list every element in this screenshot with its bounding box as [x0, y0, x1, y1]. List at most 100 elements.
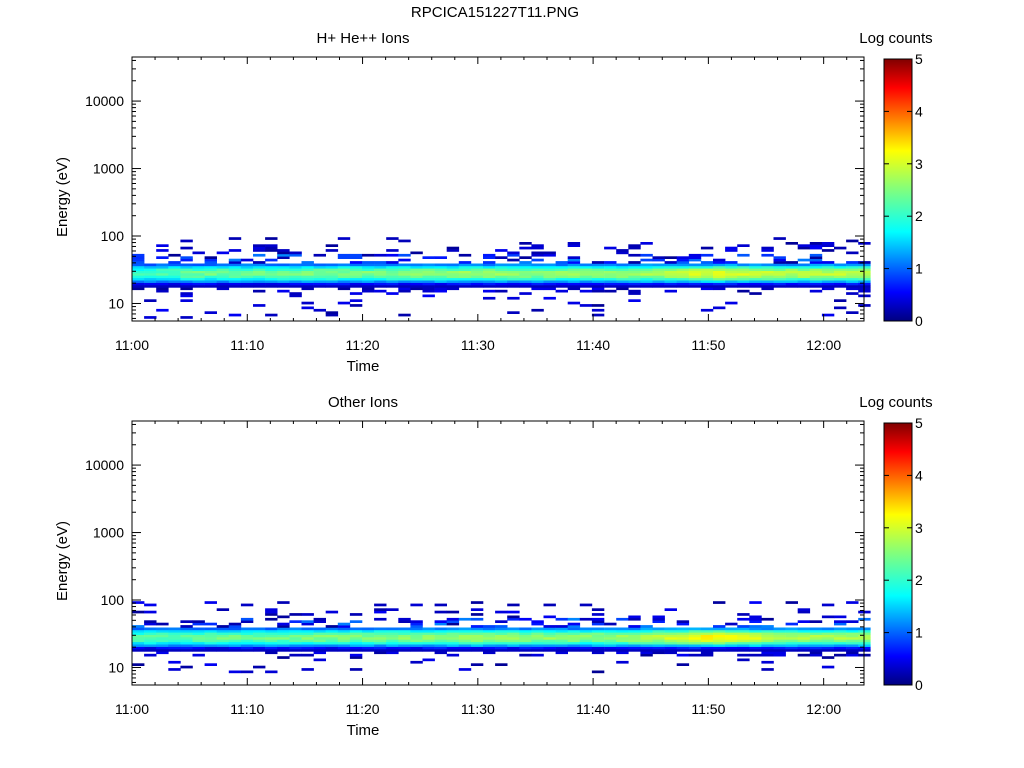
spectrogram-cell — [132, 634, 145, 638]
spectrogram-cell — [337, 268, 351, 271]
spectrogram-cell — [374, 632, 387, 635]
spectrogram-cell — [555, 273, 568, 276]
spectrogram-cell — [349, 620, 363, 623]
spectrogram-cell — [628, 625, 641, 628]
spectrogram-cell — [132, 637, 145, 640]
spectrogram-cell — [519, 637, 532, 640]
spectrogram-cell — [773, 639, 786, 643]
spectrogram-cell — [834, 246, 847, 250]
spectrogram-cell — [809, 634, 823, 638]
spectrogram-cell — [821, 273, 835, 276]
spectrogram-cell — [700, 253, 714, 257]
spectrogram-cell — [713, 280, 726, 283]
spectrogram-cell — [749, 637, 762, 640]
spectrogram-cell — [422, 275, 435, 279]
spectrogram-cell — [422, 294, 435, 298]
spectrogram-cell — [604, 270, 617, 274]
spectrogram-cell — [519, 273, 532, 276]
spectrogram-cell — [785, 270, 798, 274]
spectrogram-cell — [652, 651, 665, 655]
spectrogram-cell — [495, 649, 508, 652]
spectrogram-cell — [846, 263, 859, 267]
spectrogram-cell — [253, 249, 266, 252]
spectrogram-cell — [664, 646, 677, 650]
spectrogram-cell — [628, 637, 641, 640]
spectrogram-cell — [144, 270, 157, 274]
spectrogram-cell — [543, 646, 556, 650]
spectrogram-cell — [676, 632, 690, 635]
spectrogram-cell — [168, 639, 181, 643]
spectrogram-cell — [446, 277, 460, 281]
spectrogram-cell — [398, 649, 411, 652]
spectrogram-cell — [349, 263, 363, 267]
spectrogram-cell — [289, 632, 302, 635]
spectrogram-cell — [228, 263, 242, 267]
spectrogram-cell — [228, 625, 242, 628]
spectrogram-cell — [713, 277, 726, 281]
spectrogram-cell — [410, 287, 423, 291]
spectrogram-cell — [749, 277, 762, 281]
spectrogram-cell — [180, 292, 193, 295]
spectrogram-cell — [664, 637, 677, 640]
spectrogram-cell — [616, 249, 629, 252]
spectrogram-cell — [168, 649, 181, 652]
spectrogram-cell — [700, 277, 714, 281]
spectrogram-cell — [519, 646, 532, 650]
spectrogram-cell — [277, 615, 290, 619]
spectrogram-cell — [809, 256, 823, 259]
spectrogram-cell — [809, 258, 823, 262]
spectrogram-cell — [664, 289, 677, 293]
spectrogram-cell — [325, 311, 339, 314]
spectrogram-cell — [579, 627, 593, 631]
spectrogram-cell — [846, 634, 859, 638]
spectrogram-cell — [458, 263, 472, 267]
spectrogram-cell — [495, 249, 508, 252]
spectrogram-cell — [434, 620, 447, 623]
spectrogram-cell — [265, 282, 278, 286]
spectrogram-cell — [640, 285, 653, 288]
spectrogram-cell — [253, 641, 266, 645]
spectrogram-cell — [398, 620, 411, 623]
spectrogram-cell — [495, 646, 508, 650]
spectrogram-cell — [567, 244, 581, 247]
spectrogram-cell — [228, 258, 242, 262]
spectrogram-cell — [519, 242, 532, 245]
spectrogram-cell — [301, 277, 314, 281]
spectrogram-cell — [700, 268, 714, 271]
spectrogram-cell — [398, 632, 411, 635]
spectrogram-cell — [567, 301, 581, 305]
spectrogram-cell — [156, 627, 169, 631]
spectrogram-cell — [132, 632, 145, 635]
spectrogram-cell — [543, 275, 556, 279]
spectrogram-cell — [616, 270, 629, 274]
spectrogram-cell — [773, 265, 786, 269]
spectrogram-cell — [821, 313, 835, 317]
spectrogram-cell — [519, 282, 532, 286]
spectrogram-cell — [591, 304, 605, 307]
spectrogram-cell — [277, 249, 290, 252]
spectrogram-cell — [386, 639, 399, 643]
spectrogram-cell — [470, 268, 484, 271]
spectrogram-cell — [434, 610, 447, 614]
spectrogram-cell — [809, 268, 823, 271]
spectrogram-cell — [821, 249, 835, 252]
spectrogram-cell — [579, 646, 593, 650]
spectrogram-cell — [628, 615, 641, 619]
spectrogram-cell — [470, 608, 484, 611]
spectrogram-cell — [277, 639, 290, 643]
spectrogram-cell — [725, 282, 738, 286]
spectrogram-cell — [192, 637, 205, 640]
spectrogram-cell — [737, 637, 750, 640]
spectrogram-cell — [749, 617, 762, 621]
spectrogram-cell — [519, 653, 532, 657]
spectrogram-cell — [761, 285, 774, 288]
spectrogram-cell — [495, 641, 508, 645]
spectrogram-cell — [240, 627, 254, 631]
spectrogram-cell — [737, 263, 750, 267]
spectrogram-cell — [289, 644, 302, 647]
spectrogram-cell — [761, 263, 774, 267]
spectrogram-cell — [374, 634, 387, 638]
spectrogram-cell — [277, 629, 290, 633]
spectrogram-cell — [398, 627, 411, 631]
spectrogram-cell — [664, 629, 677, 633]
